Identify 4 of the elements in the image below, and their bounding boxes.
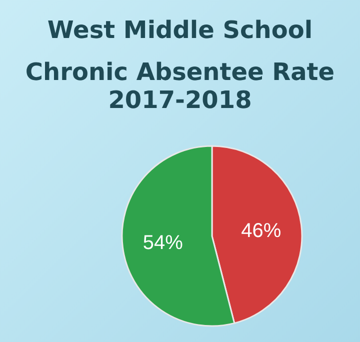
chart-subtitle: Chronic Absentee Rate 2017-2018 bbox=[25, 58, 335, 114]
data-label: 54% bbox=[142, 232, 184, 254]
data-label: 46% bbox=[241, 220, 282, 242]
chart-title: West Middle School bbox=[47, 16, 313, 44]
